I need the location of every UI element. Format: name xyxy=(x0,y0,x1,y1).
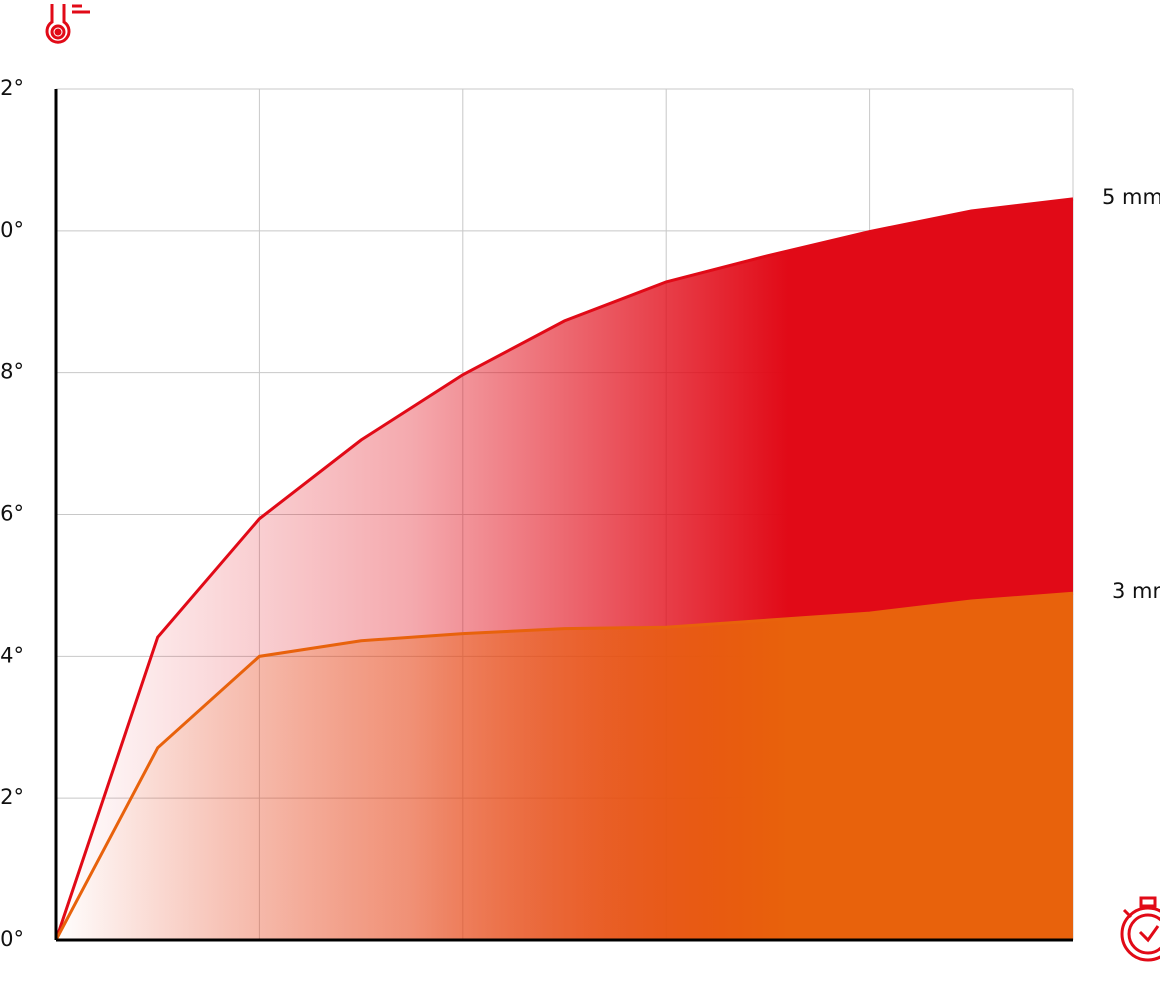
y-tick-label: 8° xyxy=(0,360,24,384)
y-tick-label: 0° xyxy=(0,927,24,951)
line xyxy=(54,591,1074,941)
thermometer-icon xyxy=(45,4,90,44)
y-tick-label: 6° xyxy=(0,502,24,526)
area xyxy=(56,593,1073,940)
stopwatch-icon xyxy=(1120,896,1160,962)
y-tick-label: 4° xyxy=(0,643,24,667)
line xyxy=(54,197,1074,941)
y-tick-label: 2° xyxy=(0,785,24,809)
y-tick-label: 12° xyxy=(0,76,24,100)
series-label: 5 mm xyxy=(1102,185,1160,209)
y-tick-label: 10° xyxy=(0,218,24,242)
series-label: 3 mm xyxy=(1112,579,1160,603)
